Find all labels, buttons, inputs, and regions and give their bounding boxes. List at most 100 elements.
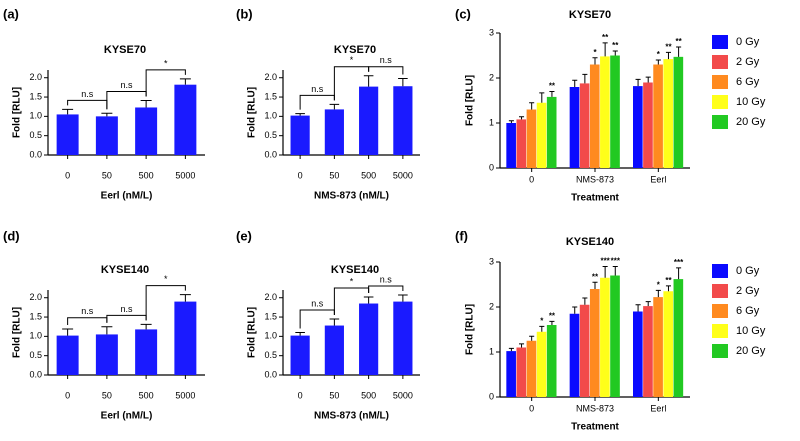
y-tick-label: 2.0 — [29, 292, 42, 302]
bar — [673, 56, 684, 168]
bar — [600, 277, 610, 397]
y-tick-label: 3 — [489, 256, 494, 266]
legend-label: 2 Gy — [736, 56, 760, 68]
significance-label: ** — [675, 37, 682, 46]
legend-label: 10 Gy — [736, 96, 766, 108]
x-tick-label: 50 — [329, 170, 339, 180]
significance-bracket — [145, 69, 186, 97]
legend-label: 20 Gy — [736, 345, 766, 357]
y-tick-label: 1 — [489, 346, 494, 356]
significance-bracket — [67, 99, 108, 110]
error-bar — [592, 57, 598, 65]
error-bar — [635, 78, 641, 87]
legend-label: 0 Gy — [736, 36, 760, 48]
significance-label: n.s — [120, 304, 133, 314]
legend-swatch — [712, 324, 728, 338]
significance-label: ** — [592, 272, 599, 281]
error-bar — [655, 289, 661, 298]
panel-label: (f) — [455, 228, 468, 243]
x-tick-label: Eerl — [650, 174, 666, 184]
significance-bracket — [67, 317, 108, 326]
error-bar — [101, 326, 113, 335]
panel-label: (b) — [236, 6, 253, 21]
panel-label: (a) — [3, 6, 19, 21]
bar — [95, 116, 118, 155]
significance-label: * — [657, 50, 661, 59]
y-axis-label: Fold [RLU] — [247, 307, 258, 358]
bar — [516, 347, 527, 397]
x-tick-label: 5000 — [393, 170, 413, 180]
y-axis-label: Fold [RLU] — [12, 87, 23, 138]
error-bar — [645, 301, 651, 307]
significance-label: * — [593, 48, 597, 57]
bar — [610, 275, 620, 397]
significance-label: n.s — [380, 274, 393, 284]
x-tick-label: NMS-873 — [576, 174, 614, 184]
legend-label: 20 Gy — [736, 116, 766, 128]
error-bar — [329, 103, 340, 110]
bar — [653, 297, 663, 397]
x-tick-label: 50 — [329, 390, 339, 400]
error-bar — [635, 304, 641, 312]
y-tick-label: 0.0 — [29, 149, 42, 159]
y-tick-label: 1 — [489, 117, 494, 127]
x-tick-label: 50 — [102, 170, 112, 180]
error-bar — [508, 120, 514, 123]
significance-label: n.s — [81, 89, 94, 99]
bar — [290, 115, 310, 155]
error-bar — [602, 266, 608, 278]
bar — [663, 59, 674, 168]
error-bar — [665, 285, 671, 292]
error-bar — [508, 347, 514, 352]
x-tick-label: 0 — [529, 403, 534, 413]
legend-swatch — [712, 95, 728, 109]
significance-label: n.s — [120, 80, 133, 90]
x-axis-label: Treatment — [571, 193, 619, 204]
significance-label: * — [350, 55, 354, 65]
significance-bracket — [145, 285, 186, 321]
error-bar — [612, 266, 618, 276]
bar — [663, 291, 674, 397]
bar — [516, 119, 527, 168]
legend-label: 2 Gy — [736, 285, 760, 297]
significance-bracket — [368, 285, 404, 293]
legend-swatch — [712, 55, 728, 69]
bar — [135, 107, 158, 155]
error-bar — [179, 78, 191, 85]
legend-label: 6 Gy — [736, 305, 760, 317]
error-bar — [676, 267, 682, 280]
bar — [174, 301, 197, 375]
bar — [610, 55, 620, 168]
bar — [633, 311, 643, 397]
significance-bracket — [368, 66, 404, 75]
chart-title: KYSE140 — [101, 264, 149, 276]
error-bar — [582, 73, 588, 84]
error-bar — [295, 332, 305, 336]
x-tick-label: 0 — [65, 390, 70, 400]
bar — [589, 64, 600, 168]
y-tick-label: 0.0 — [264, 149, 277, 159]
error-bar — [140, 323, 152, 330]
x-tick-label: 500 — [361, 390, 376, 400]
bar — [359, 86, 379, 155]
chart-title: KYSE70 — [334, 44, 376, 56]
error-bar — [572, 79, 578, 87]
chart-title: KYSE140 — [566, 236, 614, 248]
y-tick-label: 1.5 — [29, 91, 42, 101]
error-bar — [665, 51, 671, 60]
y-tick-label: 1.5 — [264, 91, 277, 101]
legend-swatch — [712, 75, 728, 89]
y-axis-label: Fold [RLU] — [465, 304, 476, 355]
significance-label: *** — [674, 258, 684, 267]
legend-swatch — [712, 115, 728, 129]
bar — [600, 56, 610, 168]
bar — [393, 301, 413, 375]
error-bar — [329, 318, 340, 326]
bar — [653, 64, 663, 168]
y-tick-label: 0.5 — [264, 130, 277, 140]
chart-title: KYSE70 — [569, 9, 611, 21]
legend-swatch — [712, 344, 728, 358]
error-bar — [363, 75, 374, 87]
significance-label: ** — [602, 33, 609, 42]
